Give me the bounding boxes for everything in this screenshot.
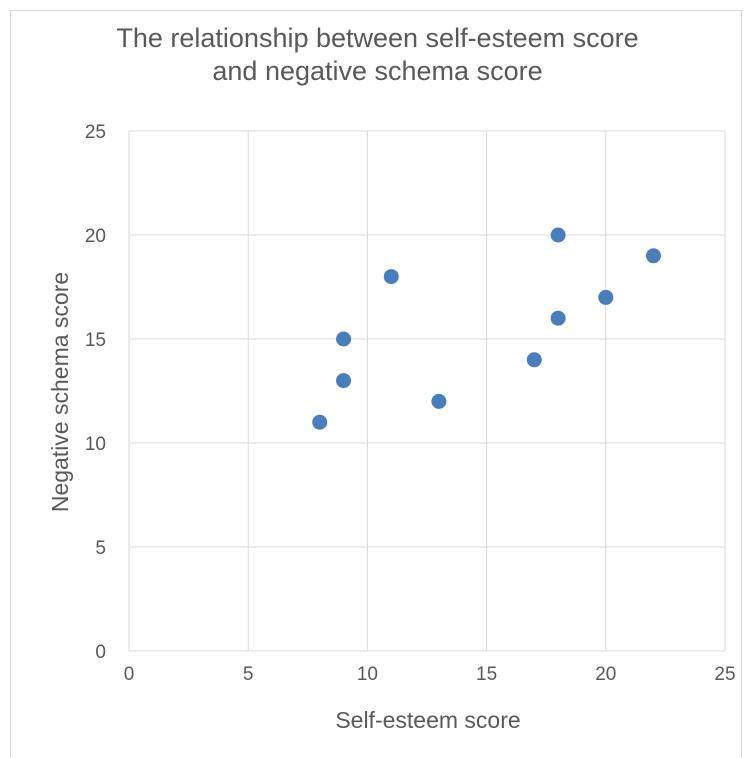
data-point-5 bbox=[526, 352, 542, 368]
data-point-0 bbox=[312, 414, 328, 430]
x-tick-label-1: 5 bbox=[243, 664, 254, 685]
data-point-2 bbox=[336, 331, 352, 347]
data-point-6 bbox=[550, 310, 566, 326]
data-point-8 bbox=[598, 289, 614, 305]
x-tick-label-2: 10 bbox=[357, 664, 378, 685]
tick-labels: 0 5 10 15 20 25 0 5 10 15 20 25 bbox=[85, 122, 736, 685]
y-tick-label-0: 0 bbox=[95, 642, 106, 663]
data-point-9 bbox=[645, 248, 661, 264]
y-tick-label-5: 25 bbox=[85, 122, 106, 143]
data-points bbox=[312, 227, 661, 430]
data-point-7 bbox=[550, 227, 566, 243]
y-tick-label-2: 10 bbox=[85, 434, 106, 455]
data-point-4 bbox=[431, 393, 447, 409]
y-tick-label-3: 15 bbox=[85, 330, 106, 351]
x-axis-title: Self-esteem score bbox=[335, 707, 520, 733]
data-point-3 bbox=[383, 269, 399, 285]
y-tick-label-4: 20 bbox=[85, 226, 106, 247]
y-tick-label-1: 5 bbox=[95, 538, 106, 559]
gridlines bbox=[128, 130, 726, 652]
y-axis-title: Negative schema score bbox=[47, 272, 73, 512]
data-point-1 bbox=[336, 373, 352, 389]
x-tick-label-4: 20 bbox=[595, 664, 616, 685]
chart-area bbox=[10, 10, 742, 758]
x-tick-label-0: 0 bbox=[124, 664, 135, 685]
x-tick-label-5: 25 bbox=[714, 664, 735, 685]
x-tick-label-3: 15 bbox=[476, 664, 497, 685]
chart-title: The relationship between self-esteem sco… bbox=[116, 23, 639, 86]
